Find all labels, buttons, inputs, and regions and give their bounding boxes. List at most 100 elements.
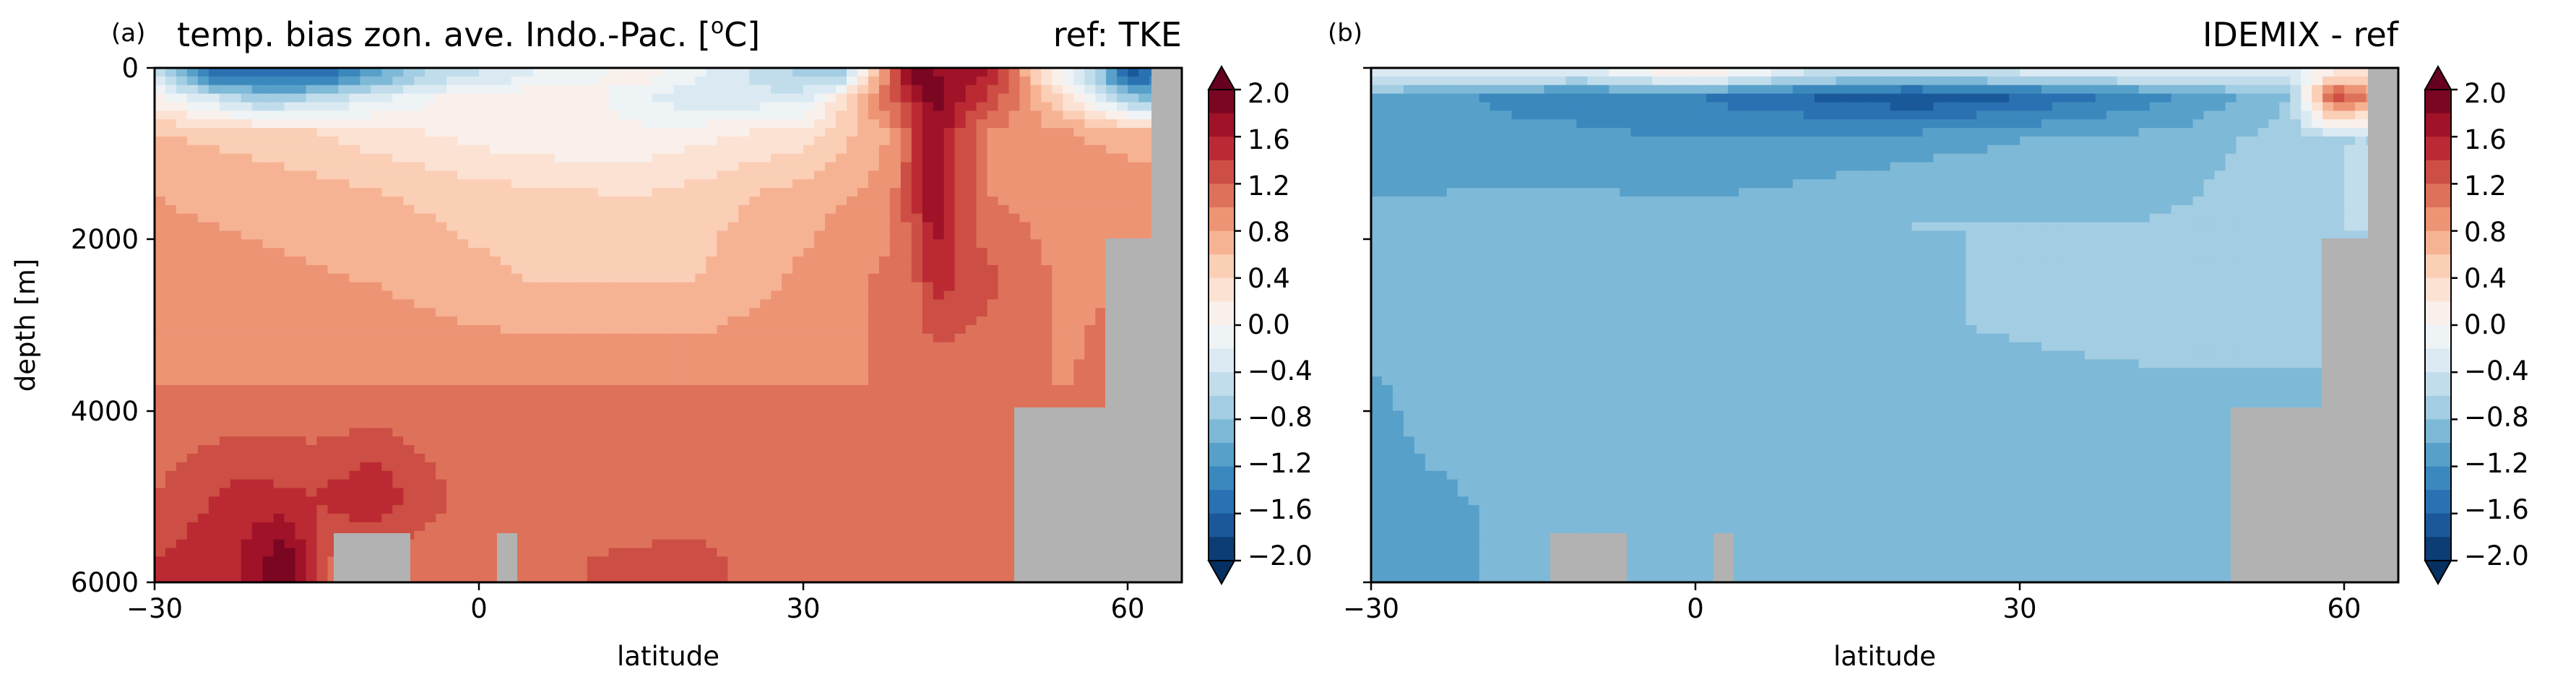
- heatmap-cell: [965, 436, 977, 446]
- heatmap-cell: [327, 316, 340, 326]
- heatmap-cell: [436, 273, 447, 283]
- heatmap-cell: [597, 325, 610, 334]
- heatmap-cell: [392, 136, 405, 146]
- heatmap-cell: [457, 68, 469, 77]
- heatmap-cell: [262, 230, 275, 241]
- heatmap-cell: [922, 385, 934, 394]
- heatmap-cell: [1073, 102, 1086, 112]
- heatmap-cell: [846, 419, 858, 429]
- heatmap-cell: [673, 111, 686, 120]
- heatmap-cell: [360, 93, 372, 103]
- heatmap-cell: [1095, 273, 1107, 283]
- heatmap-cell: [1106, 213, 1118, 223]
- heatmap-cell: [857, 290, 869, 301]
- heatmap-cell: [306, 239, 318, 249]
- heatmap-cell: [641, 85, 653, 95]
- heatmap-cell: [532, 376, 545, 386]
- heatmap-cell: [338, 505, 350, 514]
- heatmap-cell: [673, 308, 686, 317]
- heatmap-cell: [943, 359, 956, 369]
- heatmap-cell: [608, 385, 621, 394]
- heatmap-cell: [641, 239, 653, 249]
- heatmap-cell: [684, 376, 696, 386]
- heatmap-cell: [186, 470, 199, 480]
- heatmap-cell: [468, 239, 480, 249]
- heatmap-cell: [371, 325, 383, 334]
- heatmap-cell: [717, 308, 729, 317]
- heatmap-cell: [900, 428, 912, 438]
- heatmap-cell: [911, 308, 923, 317]
- heatmap-cell: [165, 368, 177, 377]
- heatmap-cell: [1095, 299, 1107, 309]
- heatmap-cell: [165, 488, 177, 498]
- heatmap-cell: [803, 85, 815, 95]
- heatmap-cell: [727, 170, 740, 181]
- heatmap-cell: [738, 213, 751, 223]
- heatmap-cell: [565, 470, 577, 480]
- heatmap-cell: [943, 256, 956, 266]
- heatmap-cell: [155, 333, 166, 343]
- heatmap-cell: [717, 230, 729, 241]
- heatmap-cell: [857, 428, 869, 438]
- heatmap-cell: [998, 162, 1010, 172]
- heatmap-cell: [954, 385, 967, 394]
- heatmap-cell: [868, 282, 880, 292]
- heatmap-cell: [197, 368, 209, 377]
- heatmap-cell: [176, 188, 188, 197]
- heatmap-cell: [597, 222, 610, 232]
- heatmap-cell: [782, 179, 793, 189]
- heatmap-cell: [155, 162, 166, 172]
- heatmap-cell: [576, 204, 588, 215]
- heatmap-cell: [825, 505, 837, 514]
- heatmap-cell: [587, 368, 599, 377]
- heatmap-cell: [608, 204, 621, 215]
- heatmap-cell: [652, 428, 664, 438]
- heatmap-cell: [1095, 136, 1107, 146]
- heatmap-cell: [306, 290, 318, 301]
- heatmap-cell: [608, 264, 621, 275]
- heatmap-cell: [241, 119, 253, 129]
- heatmap-cell: [684, 111, 696, 120]
- heatmap-cell: [954, 188, 967, 197]
- heatmap-cell: [295, 76, 307, 86]
- heatmap-cell: [998, 410, 1010, 420]
- heatmap-cell: [857, 68, 869, 77]
- heatmap-cell: [457, 325, 469, 334]
- heatmap-cell: [641, 410, 653, 420]
- heatmap-cell: [727, 419, 740, 429]
- heatmap-cell: [403, 359, 415, 369]
- heatmap-cell: [857, 76, 869, 86]
- heatmap-cell: [403, 144, 415, 155]
- heatmap-cell: [630, 264, 642, 275]
- heatmap-cell: [911, 470, 923, 480]
- heatmap-cell: [889, 436, 902, 446]
- heatmap-cell: [673, 170, 686, 181]
- heatmap-cell: [587, 333, 599, 343]
- heatmap-cell: [803, 308, 815, 317]
- heatmap-cell: [868, 119, 880, 129]
- heatmap-cell: [836, 333, 847, 343]
- heatmap-cell: [381, 204, 394, 215]
- heatmap-cell: [1052, 85, 1064, 95]
- heatmap-cell: [1030, 264, 1042, 275]
- heatmap-cell: [425, 316, 436, 326]
- heatmap-cell: [371, 256, 383, 266]
- heatmap-cell: [868, 68, 880, 77]
- heatmap-cell: [641, 325, 653, 334]
- heatmap-cell: [1084, 111, 1097, 120]
- heatmap-cell: [1052, 222, 1064, 232]
- heatmap-cell: [316, 325, 329, 334]
- heatmap-cell: [630, 436, 642, 446]
- heatmap-cell: [1063, 170, 1075, 181]
- heatmap-cell: [338, 368, 350, 377]
- heatmap-cell: [251, 119, 264, 129]
- heatmap-cell: [295, 188, 307, 197]
- heatmap-cell: [316, 488, 329, 498]
- heatmap-cell: [511, 470, 523, 480]
- heatmap-cell: [576, 170, 588, 181]
- heatmap-cell: [673, 213, 686, 223]
- heatmap-cell: [338, 436, 350, 446]
- heatmap-cell: [436, 290, 447, 301]
- heatmap-cell: [1084, 325, 1097, 334]
- heatmap-cell: [911, 496, 923, 506]
